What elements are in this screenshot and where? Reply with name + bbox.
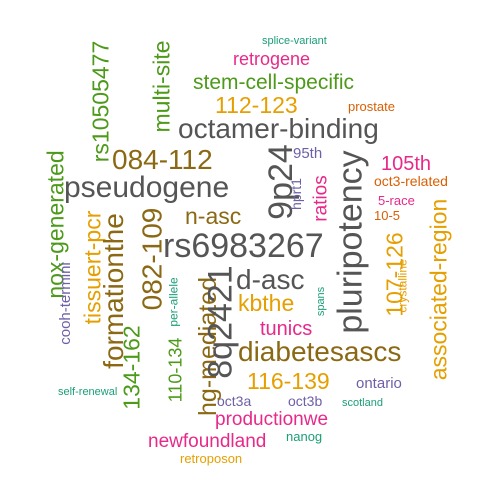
word-cooh-termini: cooh-termini bbox=[56, 262, 74, 345]
word-rs6983267: rs6983267 bbox=[163, 227, 324, 265]
word-retroposon: retroposon bbox=[180, 451, 243, 466]
word-diabetesascs: diabetesascs bbox=[238, 336, 402, 367]
word-pluripotency: pluripotency bbox=[331, 150, 370, 334]
word-8q2421: 8q2421 bbox=[201, 265, 240, 379]
word-pseudogene: pseudogene bbox=[64, 171, 230, 204]
word-per-allele: per-allele bbox=[166, 277, 181, 327]
word-nanog: nanog bbox=[286, 429, 323, 444]
word-ratios: ratios bbox=[310, 175, 332, 222]
word-oct3a: oct3a bbox=[217, 393, 252, 409]
word-tunics: tunics bbox=[260, 318, 313, 340]
word-stem-cell-specific: stem-cell-specific bbox=[193, 71, 355, 94]
word-112-123: 112-123 bbox=[215, 92, 298, 118]
word-splice-variant: splice-variant bbox=[262, 35, 327, 47]
word-oct3b: oct3b bbox=[288, 393, 323, 409]
word-scotland: scotland bbox=[342, 397, 383, 409]
word-spans: spans bbox=[315, 286, 328, 317]
word-crystalline: crystalline bbox=[395, 259, 410, 313]
word-rs10505477: rs10505477 bbox=[87, 40, 114, 163]
word-prostate: prostate bbox=[348, 99, 395, 114]
word-retrogene: retrogene bbox=[233, 49, 311, 69]
word-productionwe: productionwe bbox=[215, 409, 329, 430]
word-ontario: ontario bbox=[356, 375, 402, 392]
word-084-112: 084-112 bbox=[112, 144, 213, 175]
word-kbthe: kbthe bbox=[238, 290, 295, 316]
word-134-162: 134-162 bbox=[118, 325, 145, 410]
word-d-asc: d-asc bbox=[236, 264, 305, 295]
word-95th: 95th bbox=[293, 145, 323, 162]
word-multi-site: multi-site bbox=[148, 40, 175, 133]
word-oct3-related: oct3-related bbox=[374, 173, 448, 189]
word-self-renewal: self-renewal bbox=[58, 386, 118, 398]
word-octamer-binding: octamer-binding bbox=[178, 113, 379, 144]
word-10-5: 10-5 bbox=[374, 208, 401, 223]
word-5-race: 5-race bbox=[378, 193, 415, 208]
word-associated-region: associated-region bbox=[425, 198, 452, 381]
word-116-139: 116-139 bbox=[247, 368, 330, 394]
word-082-109: 082-109 bbox=[136, 207, 168, 311]
word-110-134: 110-134 bbox=[165, 337, 186, 403]
word-105th: 105th bbox=[381, 153, 432, 175]
word-n-asc: n-asc bbox=[185, 203, 242, 229]
word-hprt1: hprt1 bbox=[287, 178, 304, 210]
word-newfoundland: newfoundland bbox=[148, 431, 267, 452]
